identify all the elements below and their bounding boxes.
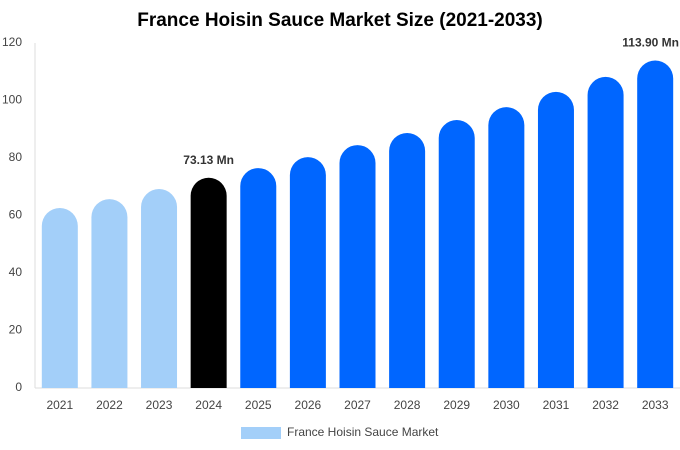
- bar: [488, 107, 525, 388]
- x-tick-label: 2025: [245, 398, 272, 412]
- chart-title: France Hoisin Sauce Market Size (2021-20…: [137, 10, 543, 31]
- bar: [438, 120, 475, 389]
- x-tick-label: 2033: [642, 398, 669, 412]
- x-tick-label: 2030: [493, 398, 520, 412]
- x-tick-label: 2021: [46, 398, 73, 412]
- x-tick-label: 2028: [394, 398, 421, 412]
- x-tick-label: 2029: [443, 398, 470, 412]
- x-tick-label: 2023: [146, 398, 173, 412]
- bar: [339, 145, 376, 388]
- bar: [389, 132, 426, 388]
- y-tick-label: 100: [2, 93, 22, 107]
- x-tick-label: 2027: [344, 398, 371, 412]
- y-tick-label: 60: [9, 208, 23, 222]
- bar: [141, 189, 178, 388]
- x-tick-label: 2032: [592, 398, 619, 412]
- y-tick-label: 20: [9, 323, 23, 337]
- legend-swatch: [241, 427, 281, 439]
- bar: [637, 60, 674, 388]
- x-tick-label: 2026: [295, 398, 322, 412]
- bar: [537, 91, 574, 388]
- y-tick-label: 40: [9, 265, 23, 279]
- legend-label: France Hoisin Sauce Market: [287, 425, 439, 439]
- data-label: 73.13 Mn: [183, 153, 234, 167]
- bar: [190, 177, 227, 388]
- bar: [41, 208, 78, 388]
- x-tick-label: 2031: [543, 398, 570, 412]
- bar: [587, 76, 624, 388]
- y-tick-label: 120: [2, 35, 22, 49]
- y-tick-label: 0: [15, 380, 22, 394]
- x-tick-label: 2022: [96, 398, 123, 412]
- bar: [289, 157, 326, 388]
- data-label: 113.90 Mn: [622, 36, 679, 50]
- bar: [240, 168, 277, 388]
- x-tick-label: 2024: [195, 398, 222, 412]
- bar: [91, 199, 128, 388]
- y-tick-label: 80: [9, 150, 23, 164]
